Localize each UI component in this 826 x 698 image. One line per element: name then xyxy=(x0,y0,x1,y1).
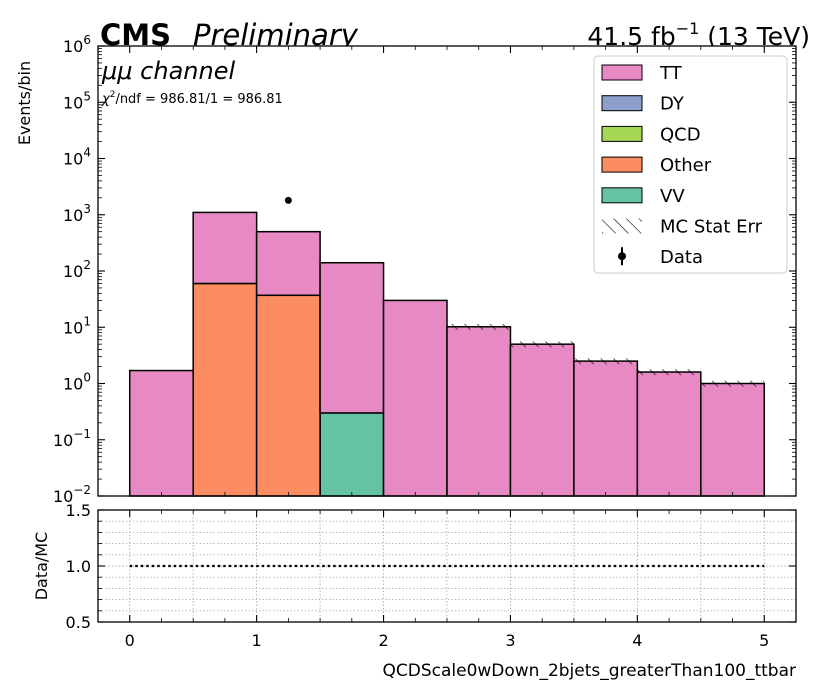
legend-entry-qcd: QCD xyxy=(601,124,701,145)
legend: TT DY QCD Other VV MC Stat Err Data xyxy=(593,55,788,274)
legend-label: Other xyxy=(660,155,712,176)
main-y-axis: 10−2 10−1 100 101 102 103 104 105 106 xyxy=(53,33,796,506)
legend-label: Data xyxy=(660,247,703,268)
legend-swatch-mc-stat-err xyxy=(602,218,642,234)
main-y-tick-label-3: 101 xyxy=(63,314,91,337)
chi2-label: χ2/ndf = 986.81/1 = 986.81 xyxy=(101,90,283,107)
main-y-tick-label-0: 10−2 xyxy=(53,483,91,506)
x-tick-label-5: 5 xyxy=(759,631,769,650)
bar-tt-bin-8 xyxy=(636,371,702,497)
chi2-exponent: 2 xyxy=(110,90,116,100)
bar-tt-bin-7 xyxy=(573,360,639,497)
bar-tt-bin-9 xyxy=(700,382,766,497)
legend-entry-dy: DY xyxy=(601,94,685,115)
bar-other-bin-1 xyxy=(192,282,258,497)
data-point-0 xyxy=(284,196,292,204)
main-y-tick-label-2: 100 xyxy=(63,371,91,394)
bar-other-bin-2 xyxy=(255,294,321,497)
main-y-tick-label-1: 10−1 xyxy=(53,427,91,450)
main-panel: 10−2 10−1 100 101 102 103 104 105 106 Events/bin… xyxy=(15,33,797,506)
bar-tt-bin-3 xyxy=(319,261,385,414)
bar-tt-bin-2 xyxy=(255,230,321,297)
mc-stat-err-bin-5 xyxy=(447,323,511,330)
main-y-tick-label-5: 103 xyxy=(63,202,91,225)
legend-entry-vv: VV xyxy=(601,186,685,207)
x-tick-label-4: 4 xyxy=(632,631,642,650)
ratio-y-axis-label: Data/MC xyxy=(32,532,51,601)
bar-tt-bin-6 xyxy=(509,343,575,497)
legend-label: MC Stat Err xyxy=(660,217,763,238)
legend-swatch-vv xyxy=(601,187,643,204)
bar-vv-bin-3 xyxy=(319,412,385,497)
main-y-tick-label-7: 105 xyxy=(63,89,91,112)
legend-entry-data: Data xyxy=(618,247,703,268)
bar-tt-bin-5 xyxy=(446,326,512,497)
x-tick-label-1: 1 xyxy=(252,631,262,650)
channel-text: μμ channel xyxy=(101,57,235,85)
main-x-ticks xyxy=(129,46,765,496)
x-axis-label: QCDScale0wDown_2bjets_greaterThan100_ttb… xyxy=(382,661,796,681)
mc-stat-err-bin-9 xyxy=(700,380,765,387)
data-points xyxy=(284,196,292,204)
ratio-y-tick-label-0: 0.5 xyxy=(66,613,91,632)
stacked-histogram xyxy=(128,211,766,497)
legend-entry-other: Other xyxy=(601,155,712,176)
mc-stat-err-bin-7 xyxy=(573,358,638,365)
lumi-exponent: −1 xyxy=(676,19,700,38)
legend-entry-tt: TT xyxy=(601,63,683,84)
ratio-y-tick-label-1: 1.0 xyxy=(66,557,91,576)
chi2-symbol: χ xyxy=(101,92,111,107)
bar-tt-bin-1 xyxy=(192,211,258,285)
mc-stat-error-bands xyxy=(447,323,765,387)
channel-label: μμ channel xyxy=(101,57,235,85)
main-y-axis-label: Events/bin xyxy=(15,61,34,145)
legend-label: TT xyxy=(659,63,683,84)
legend-data-marker xyxy=(618,252,626,261)
bar-tt-bin-4 xyxy=(382,299,448,497)
legend-swatch-qcd xyxy=(601,125,643,142)
ratio-y-tick-label-2: 1.5 xyxy=(66,501,91,520)
mc-stat-err-bin-8 xyxy=(637,369,701,376)
ratio-x-axis: 0 1 2 3 4 5 xyxy=(125,510,769,650)
x-tick-label-3: 3 xyxy=(505,631,515,650)
legend-label: VV xyxy=(660,186,685,207)
legend-label: QCD xyxy=(660,124,701,145)
legend-label: DY xyxy=(660,94,685,115)
ratio-y-axis: 0.5 1.0 1.5 xyxy=(66,501,796,632)
legend-swatch-dy xyxy=(601,95,643,112)
legend-swatch-other xyxy=(601,156,643,173)
mc-stat-err-bin-6 xyxy=(510,341,574,348)
main-y-tick-label-6: 104 xyxy=(63,146,91,169)
main-y-tick-label-4: 102 xyxy=(63,258,91,281)
x-tick-label-0: 0 xyxy=(125,631,135,650)
legend-entry-mc-stat-err: MC Stat Err xyxy=(602,217,763,238)
main-y-tick-label-8: 106 xyxy=(63,33,91,56)
legend-swatch-tt xyxy=(601,64,643,81)
bar-tt-bin-0 xyxy=(128,369,194,497)
ratio-panel: 0.5 1.0 1.5 0 1 2 3 4 5 Data/MC QCDScale0wDown_… xyxy=(32,501,797,681)
x-tick-label-2: 2 xyxy=(378,631,388,650)
chi2-text: /ndf = 986.81/1 = 986.81 xyxy=(115,92,282,107)
